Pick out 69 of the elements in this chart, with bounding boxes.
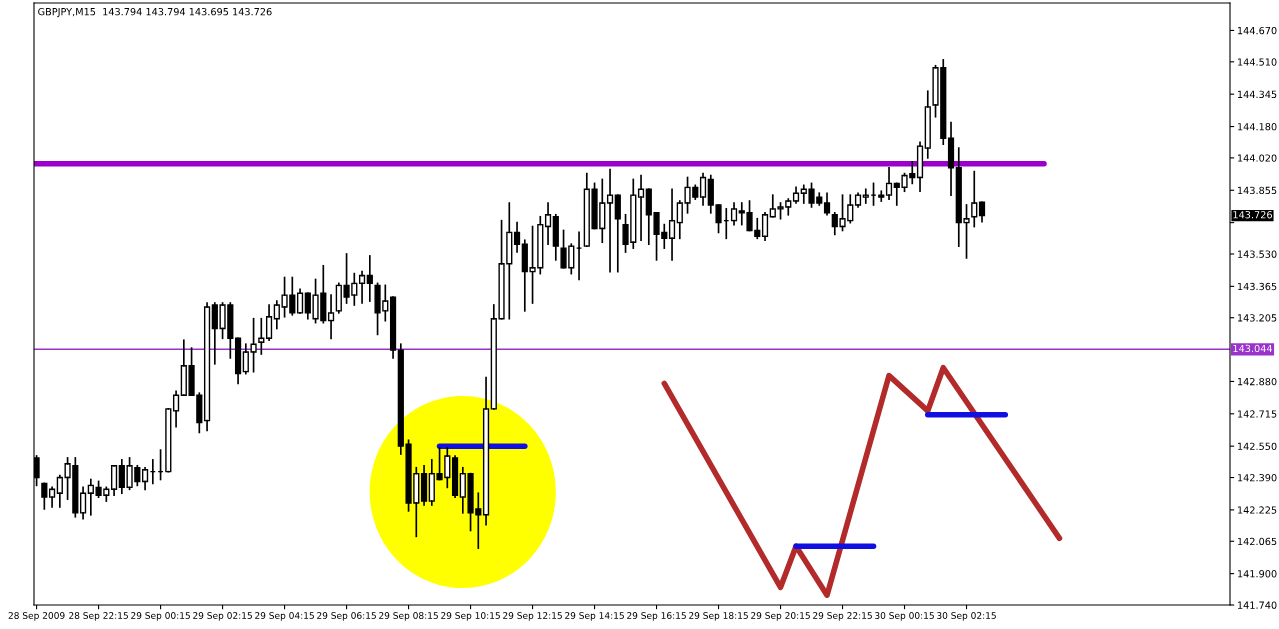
y-tick-label: 143.205 <box>1238 314 1277 322</box>
y-tick-label: 144.670 <box>1238 26 1277 35</box>
candlestick <box>451 455 459 498</box>
y-tick-label: 144.020 <box>1238 154 1277 162</box>
y-tick-label: 142.880 <box>1238 377 1277 386</box>
candlestick <box>916 141 924 193</box>
candlestick <box>978 201 986 223</box>
candlestick <box>141 466 149 491</box>
x-tick-label: 28 Sep 22:15 <box>69 612 128 621</box>
candlestick <box>854 192 862 208</box>
candlestick <box>420 464 428 506</box>
ref-line-label: 143.044 <box>1233 344 1273 353</box>
candlestick <box>885 166 893 200</box>
x-tick-label: 30 Sep 02:15 <box>937 612 996 621</box>
chart-title: GBPJPY,M15 143.794 143.794 143.695 143.726 <box>38 7 272 18</box>
candlestick <box>296 288 304 314</box>
candlestick <box>234 337 242 385</box>
y-tick-label: 141.740 <box>1238 601 1277 609</box>
x-tick-label: 29 Sep 18:15 <box>689 612 748 621</box>
candlestick <box>366 255 373 302</box>
y-tick-label: 141.900 <box>1238 570 1277 578</box>
x-tick-label: 29 Sep 20:15 <box>751 612 810 621</box>
x-tick-label: 29 Sep 10:15 <box>441 612 500 621</box>
candlestick <box>265 304 273 342</box>
y-tick-label: 143.365 <box>1238 282 1277 291</box>
candlestick <box>79 486 87 520</box>
candlestick <box>761 211 769 242</box>
candlestick <box>971 170 978 228</box>
candlestick <box>513 221 521 253</box>
candlestick <box>544 202 552 246</box>
candlestick <box>482 376 490 526</box>
y-tick-label: 142.715 <box>1238 410 1277 418</box>
y-tick-label: 144.510 <box>1238 58 1277 66</box>
candlestick <box>823 192 831 216</box>
candlestick <box>358 270 366 304</box>
candlestick <box>110 465 118 497</box>
candlestick <box>730 202 738 226</box>
y-tick-label: 142.065 <box>1238 537 1277 546</box>
x-tick-label: 30 Sep 00:15 <box>875 612 934 621</box>
x-tick-label: 29 Sep 16:15 <box>627 612 686 621</box>
x-tick-label: 29 Sep 12:15 <box>503 612 562 621</box>
x-tick-label: 29 Sep 02:15 <box>193 612 252 621</box>
candlestick <box>924 90 931 159</box>
candlestick <box>699 172 707 206</box>
y-tick-label: 142.225 <box>1238 506 1277 514</box>
candlestick <box>165 408 172 473</box>
candlestick <box>389 296 397 359</box>
x-tick-label: 28 Sep 2009 <box>8 612 65 621</box>
x-tick-label: 29 Sep 04:15 <box>255 612 314 621</box>
candlestick <box>668 188 676 261</box>
x-tick-label: 29 Sep 08:15 <box>379 612 438 621</box>
candlestick <box>614 194 621 273</box>
x-tick-label: 29 Sep 06:15 <box>317 612 376 621</box>
candlestick <box>552 213 559 261</box>
y-tick-label: 142.550 <box>1238 442 1277 450</box>
x-tick-label: 29 Sep 14:15 <box>565 612 624 621</box>
y-tick-label: 143.855 <box>1238 186 1277 195</box>
candlestick <box>172 390 180 428</box>
y-tick-label: 142.390 <box>1238 474 1277 482</box>
y-tick-label: 143.530 <box>1238 250 1277 258</box>
candlestick <box>606 168 614 273</box>
x-tick-label: 29 Sep 00:15 <box>131 612 190 621</box>
x-tick-label: 29 Sep 22:15 <box>813 612 872 621</box>
text: 143.726 <box>1233 211 1272 219</box>
candlestick <box>947 121 955 197</box>
candlestick <box>203 302 211 432</box>
y-tick-label: 144.180 <box>1238 123 1277 131</box>
y-tick-label: 144.345 <box>1238 90 1277 99</box>
candlestick <box>41 482 48 510</box>
